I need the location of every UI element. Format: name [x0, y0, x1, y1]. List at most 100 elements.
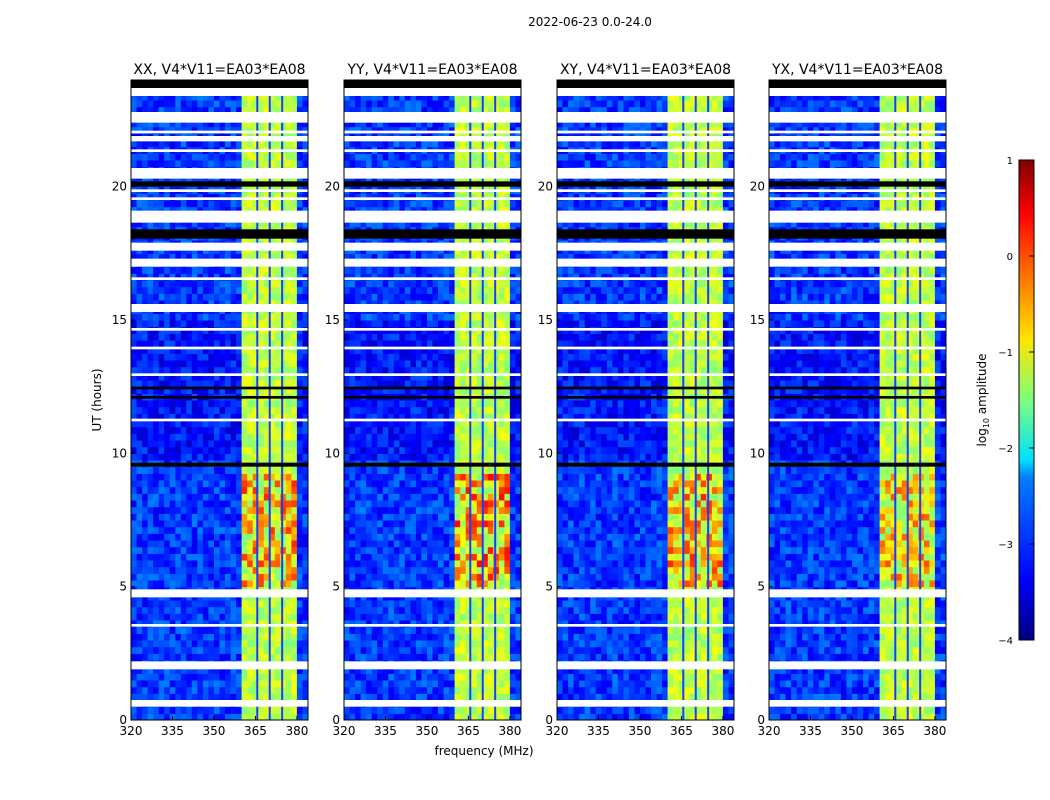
heatmap-cell: [509, 540, 516, 548]
heatmap-cell: [371, 680, 378, 688]
heatmap-cell: [438, 453, 444, 461]
heatmap-cell: [241, 620, 248, 628]
heatmap-cell: [136, 706, 143, 714]
heatmap-cell: [421, 513, 428, 521]
heatmap-cell: [460, 346, 467, 354]
heatmap-cell: [421, 373, 428, 381]
heatmap-cell: [509, 333, 516, 341]
heatmap-cell: [236, 100, 243, 108]
heatmap-cell: [219, 666, 226, 674]
heatmap-cell: [247, 526, 254, 534]
heatmap-cell: [269, 406, 276, 414]
heatmap-cell: [153, 373, 160, 381]
heatmap-cell: [410, 666, 417, 674]
heatmap-cell: [180, 546, 187, 554]
heatmap-cell: [366, 580, 373, 588]
heatmap-cell: [371, 713, 378, 721]
heatmap-cell: [175, 406, 182, 414]
heatmap-cell: [263, 560, 270, 568]
heatmap-cell: [432, 333, 439, 341]
heatmap-cell: [197, 266, 204, 274]
heatmap-cell: [147, 693, 154, 701]
heatmap-cell: [131, 640, 137, 648]
heatmap-cell: [252, 493, 259, 501]
heatmap-cell: [186, 506, 193, 514]
heatmap-cell: [465, 640, 472, 648]
heatmap-cell: [291, 153, 298, 161]
heatmap-cell: [482, 386, 489, 394]
heatmap-cell: [241, 420, 248, 428]
heatmap-cell: [296, 386, 303, 394]
heatmap-cell: [344, 713, 350, 721]
heatmap-cell: [147, 440, 154, 448]
heatmap-cell: [449, 620, 456, 628]
heatmap-cell: [291, 453, 298, 461]
heatmap-cell: [388, 433, 395, 441]
heatmap-cell: [247, 433, 254, 441]
heatmap-cell: [241, 253, 248, 261]
heatmap-cell: [164, 620, 171, 628]
heatmap-cell: [225, 613, 231, 621]
heatmap-cell: [349, 540, 356, 548]
heatmap-cell: [230, 466, 237, 474]
heatmap-cell: [454, 533, 461, 541]
heatmap-cell: [247, 380, 254, 388]
heatmap-cell: [399, 680, 406, 688]
heatmap-cell: [476, 500, 483, 508]
heatmap-cell: [202, 680, 209, 688]
heatmap-cell: [247, 426, 254, 434]
flagged-band: [131, 346, 308, 350]
heatmap-cell: [471, 713, 478, 721]
heatmap-cell: [388, 526, 395, 534]
heatmap-cell: [175, 526, 182, 534]
heatmap-cell: [355, 480, 362, 488]
heatmap-cell: [164, 266, 171, 274]
heatmap-cell: [509, 553, 516, 561]
heatmap-cell: [252, 286, 259, 294]
heatmap-cell: [180, 513, 187, 521]
heatmap-cell: [515, 673, 522, 681]
heatmap-cell: [476, 366, 483, 374]
heatmap-cell: [393, 680, 400, 688]
heatmap-cell: [219, 546, 226, 554]
heatmap-cell: [482, 493, 489, 501]
heatmap-cell: [498, 640, 505, 648]
heatmap-cell: [371, 560, 378, 568]
heatmap-cell: [432, 620, 439, 628]
heatmap-cell: [202, 540, 209, 548]
heatmap-cell: [131, 386, 137, 394]
heatmap-cell: [208, 140, 215, 148]
heatmap-cell: [164, 366, 171, 374]
heatmap-cell: [136, 120, 143, 128]
heatmap-cell: [147, 266, 154, 274]
heatmap-cell: [175, 653, 182, 661]
heatmap-cell: [180, 493, 187, 501]
heatmap-cell: [263, 100, 270, 108]
heatmap-cell: [291, 613, 298, 621]
heatmap-cell: [153, 293, 160, 301]
heatmap-cell: [427, 526, 433, 534]
heatmap-cell: [438, 653, 444, 661]
heatmap-cell: [175, 293, 182, 301]
heatmap-cell: [153, 640, 160, 648]
heatmap-cell: [158, 620, 165, 628]
heatmap-cell: [344, 633, 350, 641]
heatmap-cell: [291, 446, 298, 454]
heatmap-cell: [208, 613, 215, 621]
heatmap-cell: [432, 680, 439, 688]
heatmap-cell: [344, 446, 350, 454]
heatmap-cell: [349, 640, 356, 648]
heatmap-cell: [197, 680, 204, 688]
heatmap-cell: [169, 533, 176, 541]
heatmap-cell: [136, 653, 143, 661]
heatmap-cell: [175, 433, 182, 441]
heatmap-cell: [158, 540, 165, 548]
heatmap-cell: [247, 640, 254, 648]
heatmap-cell: [252, 533, 259, 541]
heatmap-cell: [504, 486, 511, 494]
heatmap-cell: [504, 613, 511, 621]
heatmap-cell: [349, 673, 356, 681]
heatmap-cell: [202, 686, 209, 694]
heatmap-cell: [158, 106, 165, 114]
